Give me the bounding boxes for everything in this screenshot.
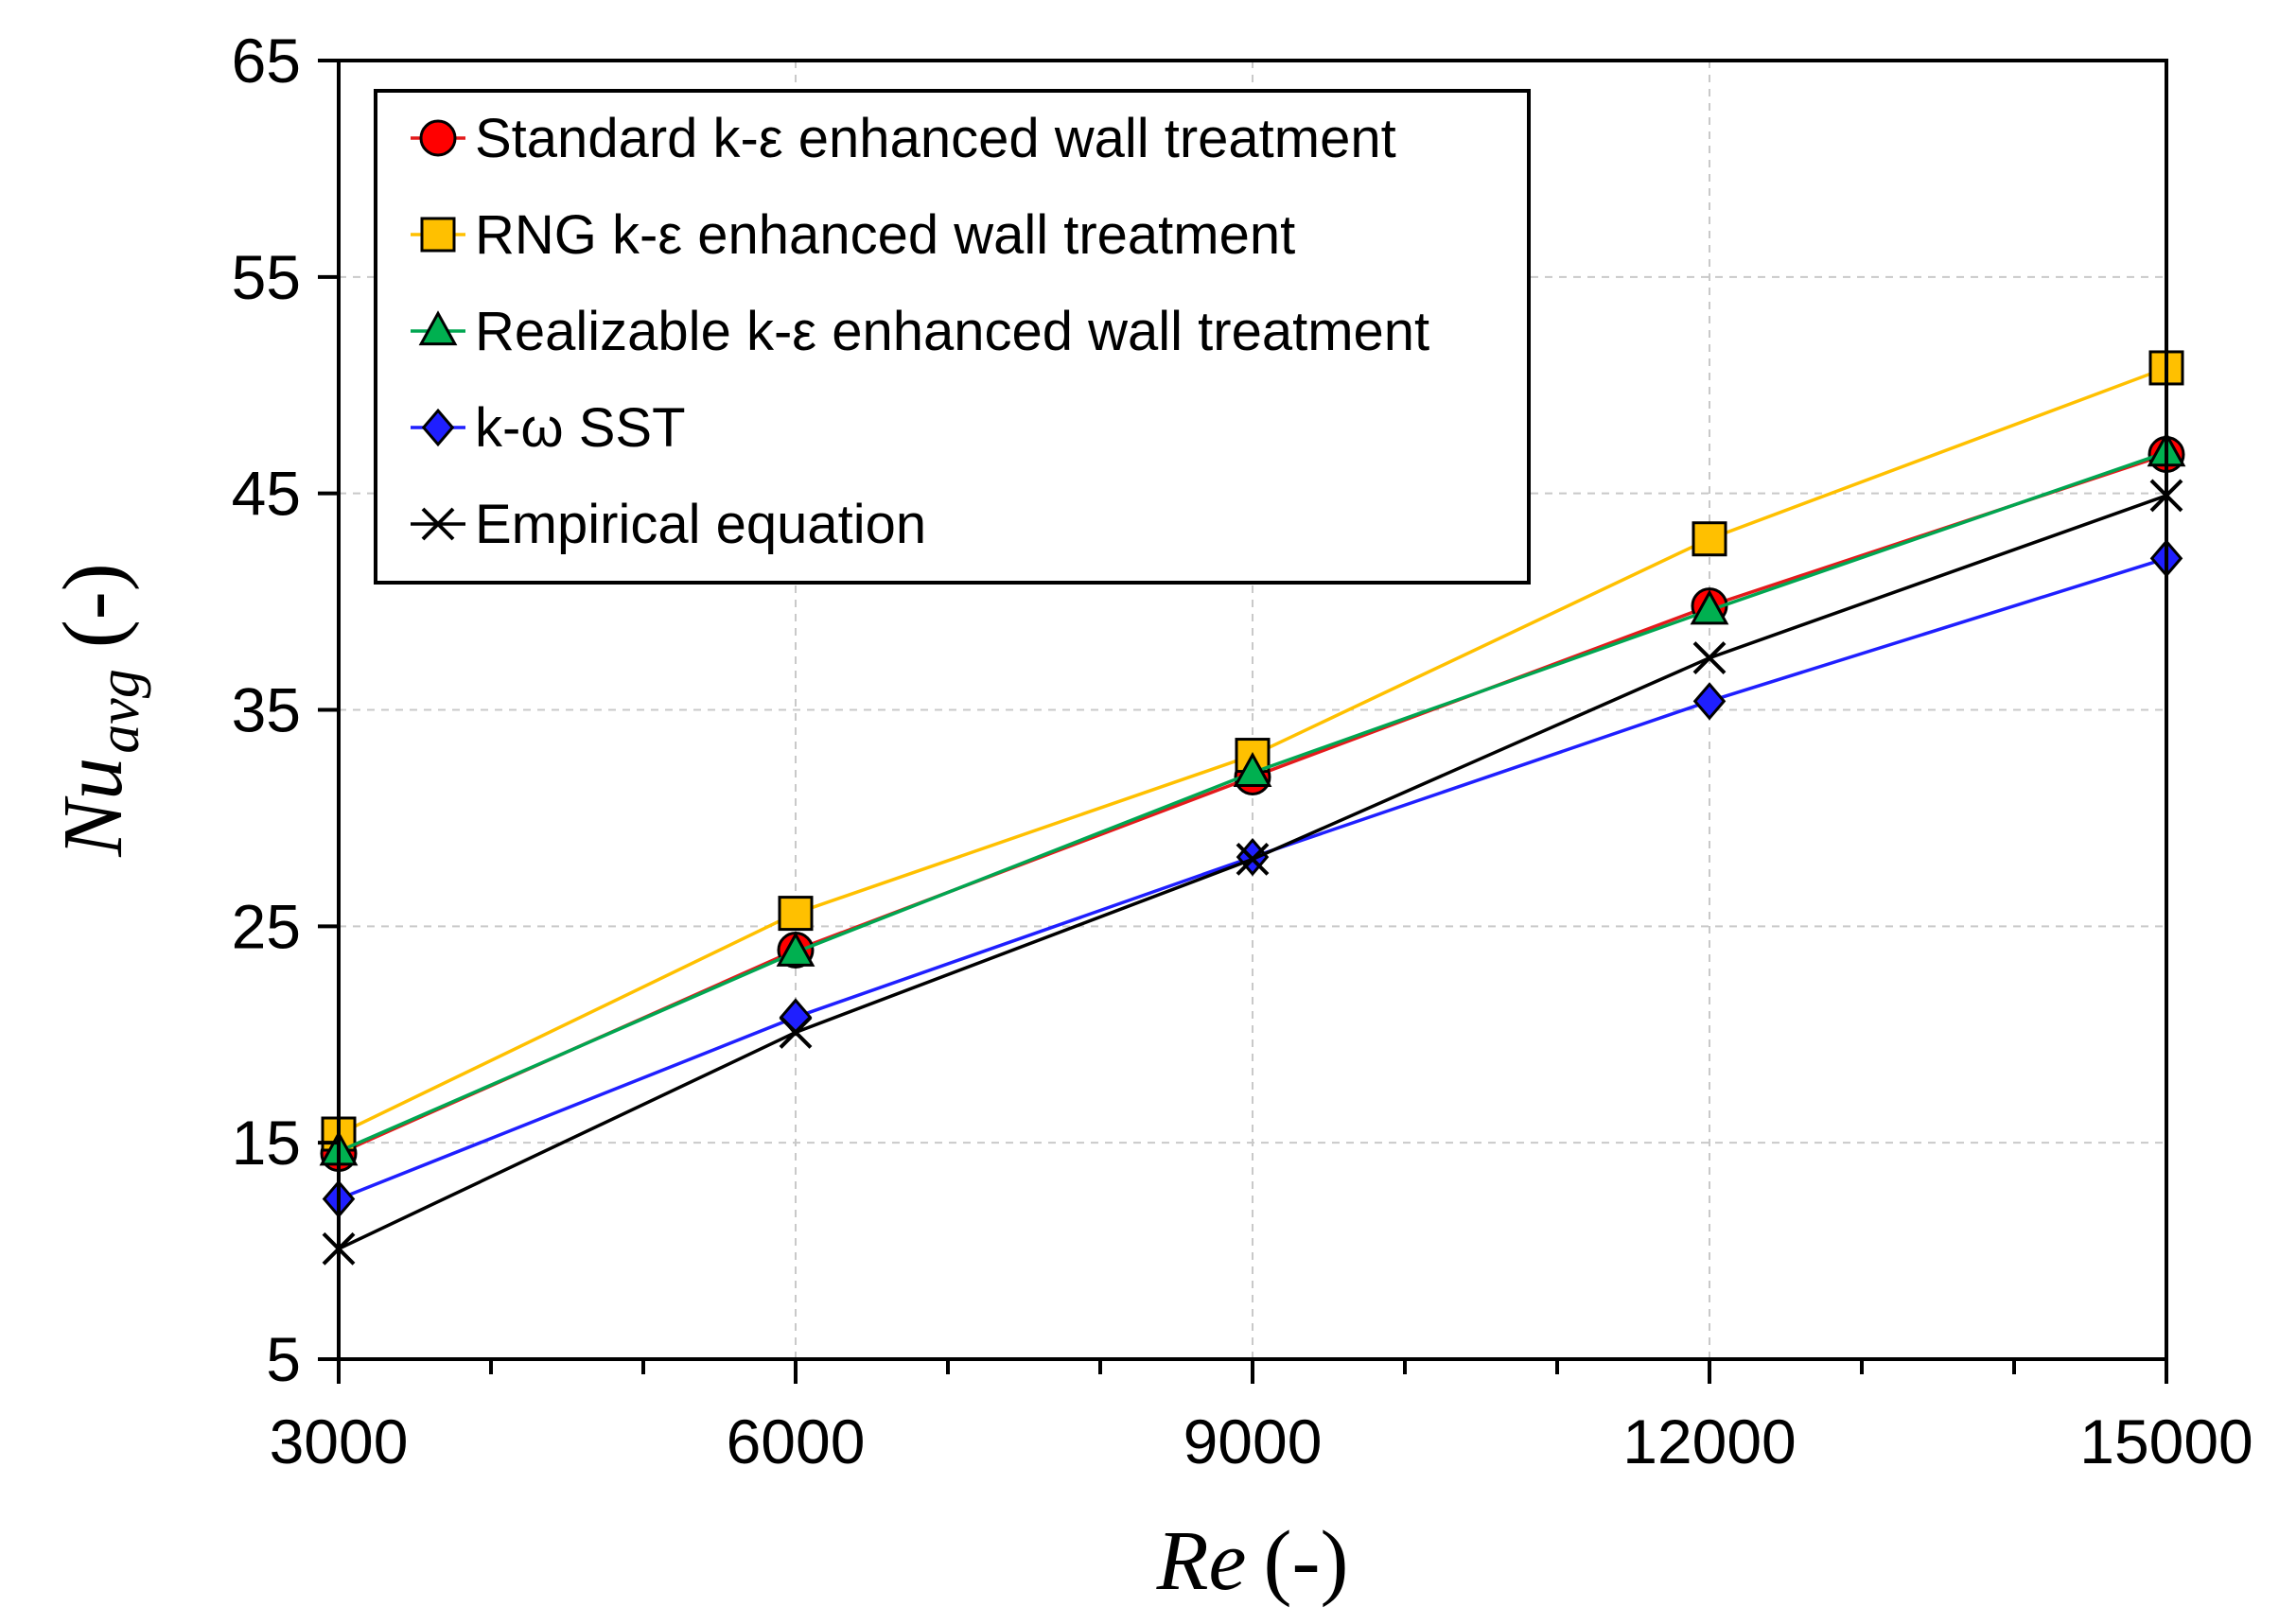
- data-point: [779, 1016, 813, 1049]
- y-tick-label: 35: [232, 675, 301, 745]
- legend-label: Realizable k-ε enhanced wall treatment: [475, 301, 1429, 362]
- x-axis-symbol: Re: [1156, 1514, 1247, 1608]
- legend-marker: [419, 119, 457, 157]
- data-point: [1690, 589, 1729, 625]
- y-axis-symbol: Nu: [46, 758, 140, 858]
- x-tick-label: 3000: [270, 1406, 409, 1476]
- tick-labels: 5 15 25 35 45 55 65 3000 6000 9000 12000 15000: [232, 26, 2253, 1476]
- y-axis-subscript: avg: [87, 669, 151, 754]
- legend-item: k-ω SST: [411, 397, 686, 459]
- y-tick-label: 15: [232, 1108, 301, 1178]
- legend-item: Empirical equation: [411, 494, 926, 555]
- y-tick-label: 25: [232, 891, 301, 961]
- x-tick-label: 9000: [1183, 1406, 1323, 1476]
- axis-ticks: [318, 59, 2168, 1384]
- y-axis-title: Nu avg (-): [46, 563, 151, 857]
- legend-label: Empirical equation: [475, 494, 926, 555]
- legend-item: Standard k-ε enhanced wall treatment: [411, 108, 1396, 169]
- data-point: [1692, 682, 1727, 721]
- legend-items: Standard k-ε enhanced wall treatment RNG …: [411, 108, 1429, 555]
- series-4: [322, 479, 2183, 1266]
- legend-marker: [421, 507, 455, 541]
- data-point: [1692, 641, 1727, 674]
- legend-marker: [421, 408, 455, 447]
- y-tick-label: 55: [232, 242, 301, 312]
- data-point: [1233, 752, 1272, 787]
- data-point: [776, 931, 815, 967]
- legend-label: Standard k-ε enhanced wall treatment: [475, 108, 1396, 169]
- data-point: [1236, 842, 1270, 876]
- legend-box: [374, 89, 1531, 585]
- x-tick-label: 12000: [1622, 1406, 1797, 1476]
- legend-label: RNG k-ε enhanced wall treatment: [475, 204, 1295, 266]
- y-tick-label: 5: [266, 1324, 301, 1394]
- x-axis-title: Re (-): [1156, 1514, 1349, 1608]
- y-tick-label: 65: [232, 26, 301, 96]
- legend-item: RNG k-ε enhanced wall treatment: [411, 204, 1295, 266]
- legend: Standard k-ε enhanced wall treatment RNG …: [374, 89, 1531, 585]
- y-tick-label: 45: [232, 459, 301, 529]
- data-point: [778, 896, 814, 932]
- legend-marker: [418, 310, 458, 346]
- x-tick-label: 6000: [727, 1406, 866, 1476]
- legend-label: k-ω SST: [475, 397, 686, 459]
- y-axis-unit: (-): [46, 563, 140, 648]
- data-point: [1692, 521, 1727, 557]
- x-axis-unit: (-): [1264, 1514, 1349, 1608]
- x-tick-label: 15000: [2079, 1406, 2253, 1476]
- legend-item: Realizable k-ε enhanced wall treatment: [411, 301, 1429, 362]
- legend-marker: [420, 217, 456, 253]
